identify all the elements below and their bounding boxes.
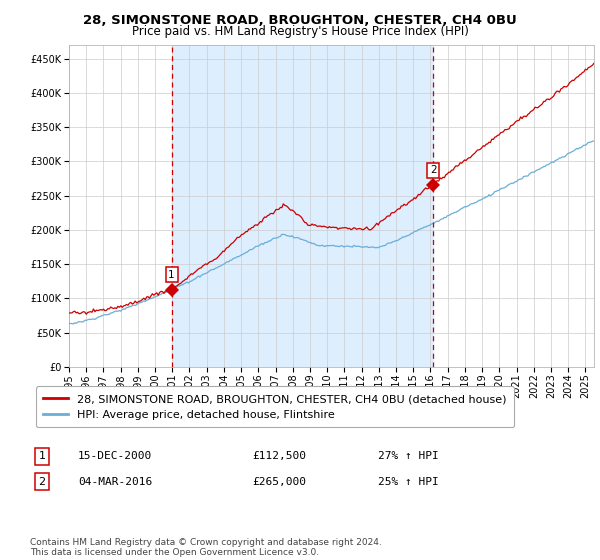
Text: 1: 1 xyxy=(38,451,46,461)
Bar xyxy=(172,45,433,367)
Text: 2: 2 xyxy=(38,477,46,487)
Text: 25% ↑ HPI: 25% ↑ HPI xyxy=(378,477,439,487)
Text: Price paid vs. HM Land Registry's House Price Index (HPI): Price paid vs. HM Land Registry's House … xyxy=(131,25,469,38)
Text: 04-MAR-2016: 04-MAR-2016 xyxy=(78,477,152,487)
Text: 15-DEC-2000: 15-DEC-2000 xyxy=(78,451,152,461)
Text: Contains HM Land Registry data © Crown copyright and database right 2024.
This d: Contains HM Land Registry data © Crown c… xyxy=(30,538,382,557)
Text: 1: 1 xyxy=(168,270,175,279)
Text: 28, SIMONSTONE ROAD, BROUGHTON, CHESTER, CH4 0BU: 28, SIMONSTONE ROAD, BROUGHTON, CHESTER,… xyxy=(83,14,517,27)
Text: 27% ↑ HPI: 27% ↑ HPI xyxy=(378,451,439,461)
Legend: 28, SIMONSTONE ROAD, BROUGHTON, CHESTER, CH4 0BU (detached house), HPI: Average : 28, SIMONSTONE ROAD, BROUGHTON, CHESTER,… xyxy=(35,386,514,427)
Text: 2: 2 xyxy=(430,165,437,175)
Text: £112,500: £112,500 xyxy=(252,451,306,461)
Text: £265,000: £265,000 xyxy=(252,477,306,487)
